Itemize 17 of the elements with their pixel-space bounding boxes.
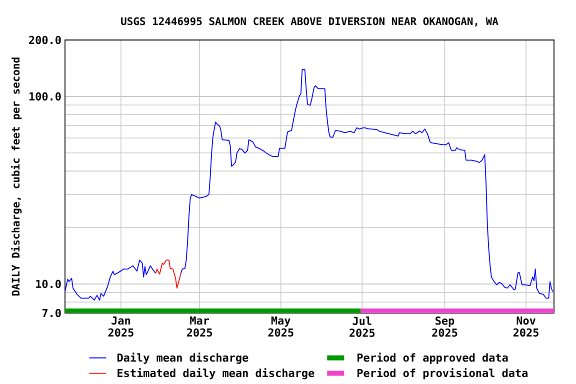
y-tick-label: 10.0 <box>36 280 61 288</box>
line-series <box>155 260 182 289</box>
legend-label: Period of approved data <box>358 352 508 364</box>
x-tick-label: Jul 2025 <box>350 316 375 337</box>
legend-label: Daily mean discharge <box>117 352 248 364</box>
x-tick-label: Jan 2025 <box>108 316 134 337</box>
y-axis-title: DAILY Discharge, cubic feet per second <box>10 58 22 296</box>
x-tick-label: Sep 2025 <box>432 316 458 337</box>
x-tick-label: Mar 2025 <box>186 316 212 337</box>
chart-title: USGS 12446995 SALMON CREEK ABOVE DIVERSION NEAR OKANOGAN, WA <box>121 17 498 26</box>
y-tick-label: 7.0 <box>42 308 61 318</box>
x-tick-label: May 2025 <box>268 316 294 337</box>
legend-label: Period of provisional data <box>358 368 528 380</box>
y-tick-label: 100.0 <box>29 92 61 101</box>
x-tick-label: Nov 2025 <box>513 316 538 337</box>
y-tick-label: 200.0 <box>29 36 61 44</box>
legend-label: Estimated daily mean discharge <box>118 368 314 380</box>
